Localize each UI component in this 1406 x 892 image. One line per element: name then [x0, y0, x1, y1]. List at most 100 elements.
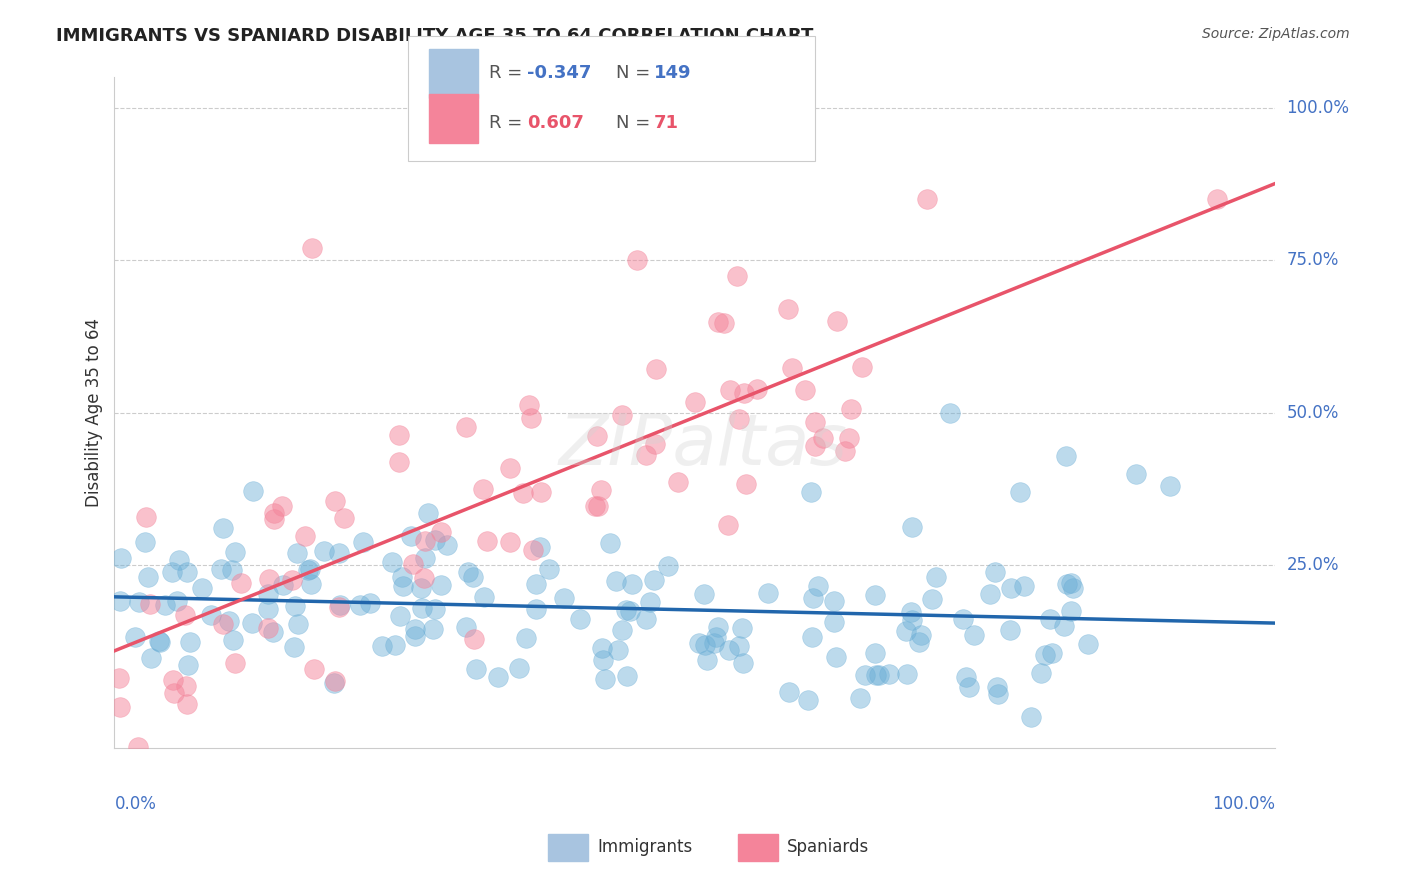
Point [422, 622, 444, 636]
Point [725, 268, 748, 283]
Point [224, 544, 246, 558]
Point [894, 624, 917, 639]
Point [537, 562, 560, 576]
Point [643, 573, 665, 587]
Point [212, 521, 235, 535]
Point [166, 593, 188, 607]
Point [412, 571, 434, 585]
Point [218, 615, 240, 629]
Text: 149: 149 [654, 64, 692, 82]
Point [588, 499, 610, 513]
Point [1008, 485, 1031, 500]
Point [179, 635, 201, 649]
Point [863, 646, 886, 660]
Point [108, 700, 131, 714]
Point [1040, 646, 1063, 660]
Point [425, 602, 447, 616]
Point [910, 628, 932, 642]
Point [463, 632, 485, 647]
Point [621, 577, 644, 591]
Point [865, 668, 887, 682]
Point [388, 455, 411, 469]
Point [800, 630, 823, 644]
Point [284, 599, 307, 614]
Point [955, 670, 977, 684]
Point [756, 586, 779, 600]
Point [848, 690, 870, 705]
Point [998, 623, 1021, 637]
Point [703, 635, 725, 649]
Point [619, 604, 641, 618]
Point [134, 535, 156, 549]
Point [176, 698, 198, 712]
Point [200, 607, 222, 622]
Text: Source: ZipAtlas.com: Source: ZipAtlas.com [1202, 27, 1350, 41]
Text: Spaniards: Spaniards [787, 838, 869, 856]
Point [297, 563, 319, 577]
Point [404, 629, 426, 643]
Point [807, 579, 830, 593]
Point [475, 533, 498, 548]
Point [907, 634, 929, 648]
Point [825, 314, 848, 328]
Point [457, 566, 479, 580]
Point [1021, 710, 1043, 724]
Point [1056, 577, 1078, 591]
Point [607, 643, 630, 657]
Point [212, 617, 235, 632]
Point [259, 572, 281, 586]
Point [718, 643, 741, 657]
Point [728, 639, 751, 653]
Point [1039, 612, 1062, 626]
Point [823, 593, 845, 607]
Point [1125, 467, 1147, 481]
Point [924, 569, 946, 583]
Point [645, 362, 668, 376]
Point [128, 595, 150, 609]
Point [349, 598, 371, 612]
Point [900, 613, 922, 627]
Point [425, 533, 447, 548]
Point [329, 598, 352, 612]
Point [863, 588, 886, 602]
Point [139, 651, 162, 665]
Point [1159, 479, 1181, 493]
Point [522, 542, 544, 557]
Point [411, 600, 433, 615]
Point [285, 546, 308, 560]
Point [839, 401, 862, 416]
Point [242, 484, 264, 499]
Point [823, 615, 845, 630]
Point [696, 653, 718, 667]
Point [229, 576, 252, 591]
Point [322, 675, 344, 690]
Point [430, 524, 453, 539]
Point [524, 602, 547, 616]
Point [591, 641, 613, 656]
Point [745, 382, 768, 396]
Point [461, 570, 484, 584]
Point [221, 563, 243, 577]
Point [413, 534, 436, 549]
Point [471, 482, 494, 496]
Point [162, 673, 184, 688]
Point [388, 428, 411, 442]
Point [176, 565, 198, 579]
Point [299, 561, 322, 575]
Text: N =: N = [616, 114, 655, 132]
Point [1206, 193, 1229, 207]
Point [328, 546, 350, 560]
Point [693, 638, 716, 652]
Point [430, 578, 453, 592]
Point [224, 656, 246, 670]
Point [717, 518, 740, 533]
Point [436, 538, 458, 552]
Point [605, 574, 627, 588]
Point [939, 406, 962, 420]
Point [644, 436, 666, 450]
Text: 50.0%: 50.0% [1286, 404, 1339, 422]
Point [1000, 581, 1022, 595]
Point [323, 494, 346, 508]
Point [583, 499, 606, 513]
Point [586, 429, 609, 443]
